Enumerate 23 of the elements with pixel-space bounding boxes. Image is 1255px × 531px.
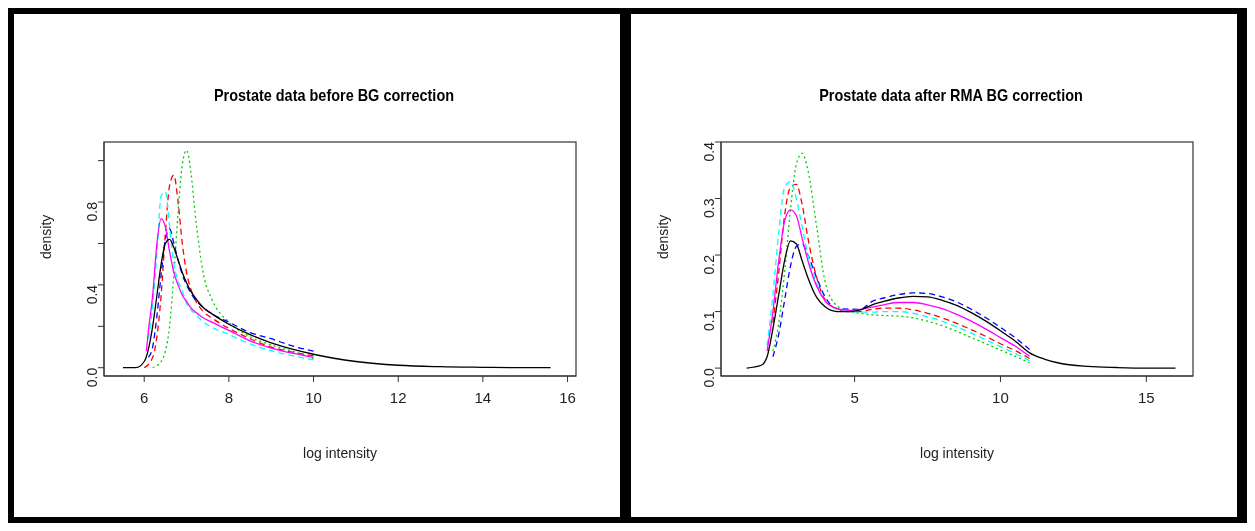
x-tick-label: 10	[305, 388, 322, 406]
x-tick-label: 12	[389, 388, 407, 406]
x-tick-label: 8	[224, 388, 234, 406]
x-axis-title: log intensity	[920, 445, 994, 461]
chart-title: Prostate data before BG correction	[212, 85, 456, 107]
y-tick-label: 0.4	[83, 284, 100, 305]
chart-title: Prostate data after RMA BG correction	[818, 85, 1084, 107]
x-tick-label: 14	[474, 388, 492, 406]
y-tick-label: 0.0	[83, 367, 100, 388]
x-axis-title: log intensity	[303, 445, 377, 461]
y-tick-label: 0.0	[700, 367, 717, 388]
y-axis-title: density	[654, 214, 671, 259]
x-tick-label: 10	[992, 388, 1009, 406]
x-tick-label: 6	[140, 388, 149, 406]
y-tick-label: 0.1	[700, 311, 717, 332]
y-tick-label: 0.8	[83, 201, 100, 222]
x-tick-label: 15	[1137, 388, 1155, 406]
y-axis-title: density	[37, 214, 54, 259]
x-tick-label: 16	[559, 388, 576, 406]
y-tick-label: 0.3	[700, 198, 717, 218]
y-tick-label: 0.4	[700, 141, 717, 162]
x-tick-label: 5	[850, 388, 859, 406]
y-tick-label: 0.2	[700, 254, 717, 275]
